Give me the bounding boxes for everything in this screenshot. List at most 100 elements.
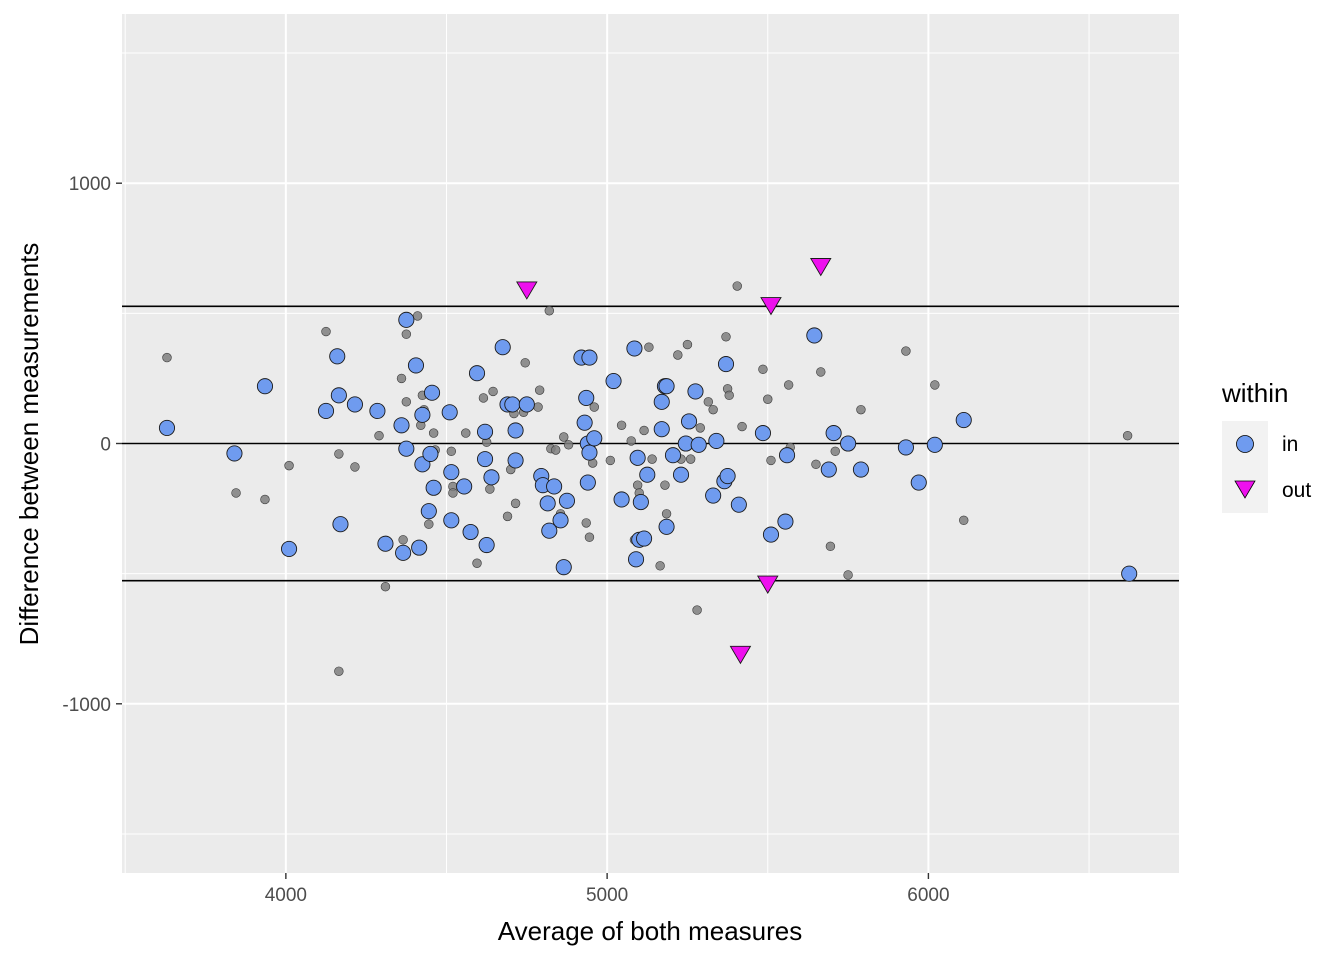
- in-point: [672, 466, 690, 483]
- background-point: [737, 421, 747, 432]
- background-point: [732, 281, 742, 291]
- background-point: [811, 459, 821, 470]
- background-point: [412, 311, 423, 321]
- background-point: [783, 380, 794, 390]
- y-tick-label: -1000: [62, 695, 111, 716]
- in-point: [955, 412, 972, 429]
- background-point: [644, 342, 654, 352]
- background-point: [930, 380, 940, 390]
- in-point: [658, 378, 675, 395]
- legend-label-in: in: [1282, 433, 1298, 456]
- background-point: [380, 581, 391, 592]
- background-point: [708, 404, 718, 415]
- background-point: [544, 306, 554, 316]
- x-tick-label: 5000: [586, 885, 628, 906]
- in-point: [377, 535, 394, 552]
- in-point: [581, 349, 598, 366]
- in-point: [478, 536, 495, 554]
- y-axis-ticks: -1000 0 1000: [62, 174, 122, 716]
- in-point: [395, 544, 412, 561]
- background-point: [692, 605, 702, 615]
- background-point: [428, 428, 439, 438]
- y-axis-title: Difference between measurements: [14, 243, 44, 646]
- background-point: [673, 350, 683, 360]
- background-point: [766, 455, 776, 466]
- x-axis-ticks: 4000 5000 6000: [265, 873, 950, 906]
- in-point: [281, 540, 298, 557]
- in-point: [330, 387, 347, 404]
- in-point: [820, 461, 837, 478]
- background-point: [488, 386, 498, 397]
- in-point: [476, 423, 494, 440]
- background-point: [534, 385, 545, 395]
- in-point: [806, 327, 823, 344]
- background-point: [901, 346, 911, 356]
- background-point: [162, 352, 172, 363]
- in-point: [456, 478, 473, 495]
- background-point: [260, 494, 270, 505]
- in-point: [393, 417, 410, 434]
- x-tick-label: 6000: [907, 885, 949, 906]
- in-point: [507, 452, 524, 469]
- background-point: [502, 511, 513, 522]
- background-point: [626, 436, 636, 446]
- background-point: [843, 570, 853, 580]
- in-point: [411, 539, 428, 556]
- in-point: [897, 439, 914, 456]
- background-point: [401, 329, 412, 339]
- in-point: [398, 311, 415, 328]
- in-point: [605, 372, 622, 390]
- background-point: [661, 509, 672, 519]
- in-point: [576, 414, 593, 431]
- background-point: [396, 373, 407, 384]
- background-point: [660, 480, 670, 490]
- background-point: [559, 432, 569, 442]
- in-point: [578, 389, 595, 406]
- background-point: [703, 397, 714, 407]
- x-axis-title: Average of both measures: [498, 916, 802, 946]
- background-point: [510, 498, 521, 509]
- background-point: [856, 404, 866, 415]
- background-point: [682, 339, 693, 350]
- background-point: [350, 462, 360, 472]
- in-point: [840, 435, 857, 452]
- in-point: [705, 487, 722, 504]
- background-point: [334, 449, 344, 459]
- in-point: [910, 474, 927, 491]
- background-point: [374, 430, 384, 441]
- in-point: [653, 421, 670, 438]
- background-point: [284, 460, 294, 471]
- background-point: [401, 397, 412, 407]
- out-points: [516, 258, 832, 665]
- in-point: [579, 474, 596, 491]
- out-point: [809, 258, 832, 277]
- legend-title: within: [1221, 378, 1288, 408]
- in-point: [422, 445, 439, 462]
- in-point: [719, 467, 736, 485]
- background-point: [816, 367, 826, 377]
- in-point: [441, 404, 458, 421]
- x-tick-label: 4000: [265, 885, 307, 906]
- in-point: [632, 494, 649, 511]
- in-point: [687, 383, 704, 400]
- in-point: [468, 365, 486, 382]
- background-point: [520, 358, 530, 368]
- in-point: [317, 402, 335, 420]
- background-point: [321, 326, 331, 337]
- reference-lines: [122, 305, 1179, 582]
- in-point: [777, 513, 794, 530]
- background-point: [655, 561, 665, 571]
- background-point: [551, 445, 561, 455]
- background-point: [448, 488, 458, 498]
- in-point: [754, 425, 771, 442]
- in-point: [636, 530, 653, 547]
- in-point: [158, 419, 176, 436]
- background-point: [758, 364, 768, 375]
- background-point: [1122, 430, 1133, 441]
- background-point: [231, 488, 241, 498]
- in-point: [420, 503, 437, 520]
- in-point: [653, 393, 670, 410]
- background-point: [695, 423, 705, 433]
- out-point: [760, 297, 782, 316]
